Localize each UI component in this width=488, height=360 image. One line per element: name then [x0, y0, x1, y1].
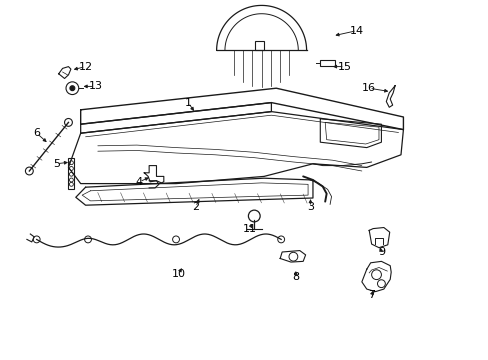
Text: 12: 12	[79, 62, 92, 72]
Text: 1: 1	[184, 98, 191, 108]
Bar	[320, 60, 334, 66]
FancyBboxPatch shape	[254, 41, 263, 50]
Text: 15: 15	[337, 62, 351, 72]
Text: 3: 3	[306, 202, 313, 212]
Text: 2: 2	[192, 202, 199, 212]
Text: 10: 10	[171, 269, 185, 279]
Text: 7: 7	[367, 290, 374, 300]
Text: 4: 4	[136, 177, 142, 187]
Bar	[68, 158, 74, 189]
Text: 16: 16	[362, 83, 375, 93]
Text: 13: 13	[88, 81, 102, 91]
Text: 8: 8	[292, 272, 299, 282]
Text: 9: 9	[377, 247, 384, 257]
Text: 14: 14	[349, 26, 363, 36]
Circle shape	[70, 86, 75, 91]
Text: 11: 11	[242, 224, 256, 234]
Text: 5: 5	[53, 159, 60, 169]
Text: 6: 6	[33, 128, 40, 138]
